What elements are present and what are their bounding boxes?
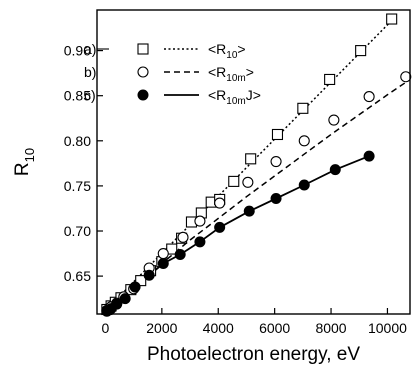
series-a-point <box>324 73 336 86</box>
legend-label-main: <R <box>208 41 226 57</box>
legend-label-main: <R <box>208 87 226 103</box>
series-a-point <box>386 13 398 25</box>
x-tick-label: 4000 <box>203 320 234 336</box>
series-a-point <box>297 102 309 114</box>
legend: a) <R10>b) <R10m>c) <R10mJ> <box>84 41 261 107</box>
y-axis-title-subscript: 10 <box>22 148 37 162</box>
legend-label-end: > <box>246 64 254 80</box>
legend-marker <box>137 89 149 101</box>
x-axis-title: Photoelectron energy, eV <box>147 344 360 365</box>
axis-ticks: 0 2000 4000 6000 8000 10000 0.65 0.70 0.75 0.80 0.… <box>64 43 407 336</box>
series-a-point <box>166 243 178 255</box>
legend-label-subscript: 10m <box>226 73 245 84</box>
series-b-point <box>400 71 412 83</box>
x-tick-label: 0 <box>102 320 110 336</box>
series-b-point <box>194 215 206 227</box>
series-c-point <box>298 179 310 191</box>
series-c-point <box>270 193 282 205</box>
series-c-point <box>214 221 226 233</box>
series-c-point <box>111 298 123 310</box>
series-b-point <box>363 91 375 103</box>
legend-label: <R10> <box>208 41 246 61</box>
x-tick-label: 10000 <box>368 320 407 336</box>
series-a-point <box>228 175 240 187</box>
legend-label-main: <R <box>208 64 226 80</box>
series-c-point <box>129 281 141 293</box>
series-a-point <box>135 275 147 287</box>
series-c-point <box>143 269 155 281</box>
legend-tag: a) <box>84 41 96 57</box>
y-tick-label: 0.70 <box>64 223 91 239</box>
series-b-point <box>177 231 189 243</box>
series-a-point <box>271 128 284 141</box>
legend-label-end: > <box>237 41 245 57</box>
series-b-point <box>214 197 226 209</box>
legend-label-subscript: 10 <box>226 50 238 61</box>
legend-label: <R10m> <box>208 64 254 84</box>
y-axis-title-main: R <box>12 162 33 176</box>
y-axis-title: R10 <box>12 148 37 176</box>
legend-label-subscript: 10m <box>226 96 245 107</box>
series-c-point <box>194 236 206 248</box>
series-c-point <box>243 205 255 217</box>
series-b-point <box>157 248 169 260</box>
legend-marker <box>137 43 149 55</box>
series-a-line <box>104 15 397 311</box>
legend-label: <R10mJ> <box>208 87 261 107</box>
legend-marker <box>137 66 149 78</box>
y-tick-label: 0.65 <box>64 268 91 284</box>
series-c-point <box>329 164 341 176</box>
legend-label-end: J> <box>246 87 261 103</box>
plot-area <box>101 13 412 317</box>
series-a-point <box>245 153 257 165</box>
series-b-point <box>270 155 282 168</box>
series-c-point <box>363 150 375 162</box>
legend-tag: c) <box>84 87 96 103</box>
series-c-point <box>119 293 131 305</box>
y-tick-label: 0.75 <box>64 178 91 194</box>
series-a-point <box>355 45 367 57</box>
series-c-point <box>174 248 186 260</box>
y-tick-label: 0.85 <box>64 88 91 104</box>
series-b-point <box>298 135 310 147</box>
series-c-point <box>157 257 169 269</box>
x-tick-label: 8000 <box>315 320 346 336</box>
series-b-point <box>328 114 340 126</box>
y-tick-label: 0.80 <box>64 133 91 149</box>
series-b-point <box>242 176 254 188</box>
y-tick-label: 0.90 <box>64 43 91 59</box>
legend-tag: b) <box>84 64 96 80</box>
x-tick-label: 2000 <box>146 320 177 336</box>
plot-frame <box>96 9 411 315</box>
x-tick-label: 6000 <box>259 320 290 336</box>
